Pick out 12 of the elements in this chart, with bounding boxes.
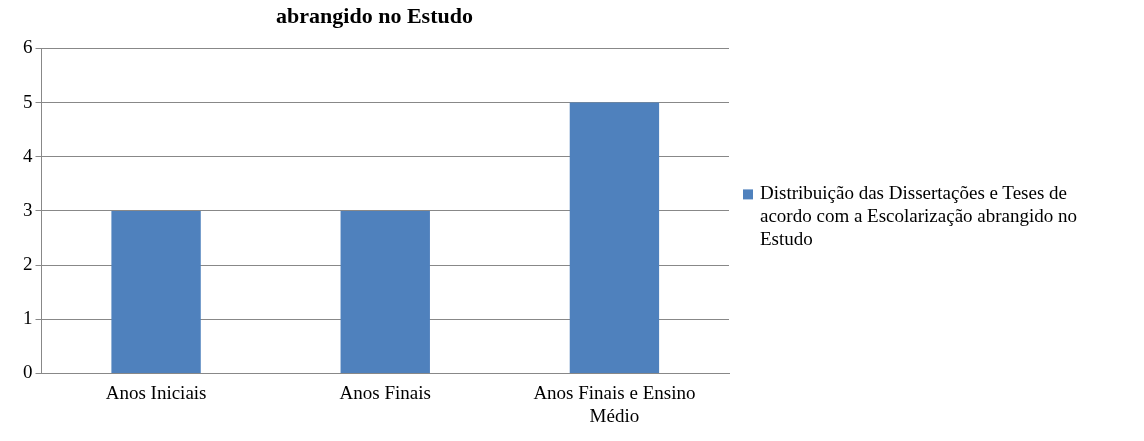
chart-title: abrangido no Estudo [276,2,473,28]
x-tick-label: Anos Finais e Ensino Médio [533,381,696,426]
y-tick-label: 5 [23,90,33,112]
y-tick-label: 0 [23,361,33,383]
x-tick-label: Anos Finais [339,381,431,403]
y-tick-label: 1 [23,307,33,329]
y-tick-label: 6 [23,36,33,58]
y-tick-label: 4 [23,144,33,166]
x-tick-label: Anos Iniciais [105,381,207,403]
y-tick-label: 3 [23,198,33,220]
legend-label: Distribuição das Dissertações e Teses de acordo com a Escolarização abrangido no Estudo [760,181,1078,249]
y-tick-label: 2 [23,253,33,275]
